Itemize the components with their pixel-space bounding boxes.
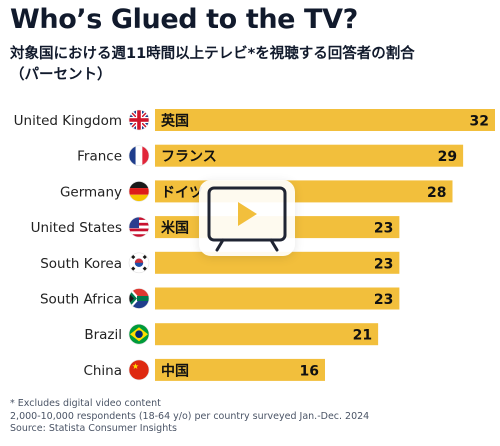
video-overlay[interactable] — [199, 180, 295, 256]
category-label: China — [83, 363, 122, 379]
category-label: South Korea — [40, 256, 122, 272]
bar — [155, 323, 379, 346]
category-label: United States — [31, 220, 122, 236]
bar-row: China 中国 16 — [83, 358, 325, 381]
flag-south-korea-icon — [128, 252, 150, 274]
bar-inner-label: 英国 — [160, 113, 189, 130]
subtitle-line-1: 対象国における週11時間以上テレビ*を視聴する回答者の割合 — [10, 46, 415, 62]
value-label: 29 — [438, 149, 457, 165]
value-label: 23 — [374, 221, 393, 237]
value-label: 23 — [374, 292, 393, 308]
bar-row: South Korea 23 — [40, 251, 400, 274]
flag-uk-icon — [128, 109, 150, 131]
value-label: 23 — [374, 256, 393, 272]
flag-usa-icon — [128, 216, 150, 238]
bar-row: France フランス 29 — [77, 144, 464, 167]
bar-inner-label: ドイツ — [161, 185, 203, 201]
footnote-respondents: 2,000-10,000 respondents (18-64 y/o) per… — [10, 410, 370, 422]
category-label: Brazil — [84, 327, 122, 343]
bar-row: United Kingdom 英国 32 — [14, 109, 495, 131]
value-label: 21 — [353, 328, 372, 344]
bar — [155, 251, 400, 274]
bar — [155, 109, 495, 131]
category-label: United Kingdom — [14, 113, 122, 129]
flag-germany-icon — [128, 181, 150, 202]
flag-brazil-icon — [128, 323, 150, 345]
footnote-source: Source: Statista Consumer Insights — [10, 423, 177, 434]
flag-china-icon — [128, 359, 150, 381]
video-play-icon[interactable] — [199, 180, 295, 256]
bar-inner-label: 中国 — [161, 362, 189, 379]
bar-row: Brazil 21 — [84, 323, 379, 346]
bar-row: South Africa 23 — [40, 287, 400, 310]
bar — [155, 358, 325, 381]
flag-france-icon — [128, 145, 150, 166]
subtitle-line-2: （パーセント） — [10, 67, 112, 83]
value-label: 32 — [470, 114, 489, 130]
footnote-excludes: * Excludes digital video content — [10, 398, 161, 409]
footnotes: * Excludes digital video content 2,000-1… — [10, 398, 369, 436]
bar-inner-label: フランス — [161, 149, 217, 165]
chart-subtitle: 対象国における週11時間以上テレビ*を視聴する回答者の割合 （パーセント） — [10, 44, 495, 86]
category-label: South Africa — [40, 292, 122, 308]
flag-south-africa-icon — [128, 288, 150, 309]
value-label: 28 — [427, 185, 446, 201]
bar — [155, 287, 400, 310]
category-label: Germany — [60, 184, 122, 200]
category-label: France — [77, 149, 122, 165]
chart-title: Who’s Glued to the TV? — [10, 4, 358, 35]
bar — [155, 144, 464, 167]
value-label: 16 — [300, 363, 319, 379]
bar-inner-label: 米国 — [161, 220, 189, 237]
